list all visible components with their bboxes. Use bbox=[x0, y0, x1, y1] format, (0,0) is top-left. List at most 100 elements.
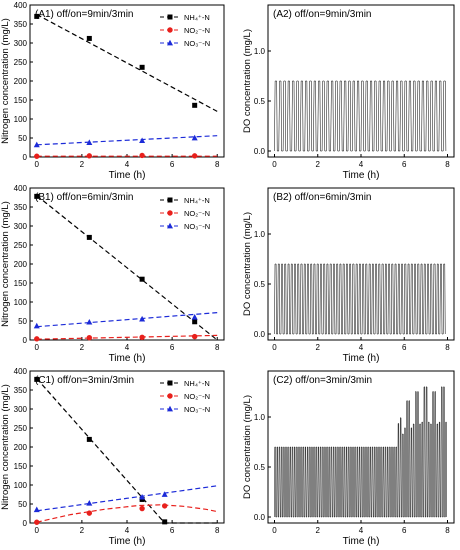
x-tick-label: 2 bbox=[316, 160, 321, 169]
x-axis-label: Time (h) bbox=[343, 536, 380, 547]
y-tick-label: 0 bbox=[23, 336, 28, 345]
y-tick-label: 250 bbox=[14, 424, 28, 433]
x-tick-label: 4 bbox=[359, 526, 364, 535]
data-point-no2-1 bbox=[34, 519, 40, 525]
y-tick-label: 400 bbox=[14, 1, 28, 10]
y-tick-label: 350 bbox=[14, 386, 28, 395]
do-trace bbox=[274, 80, 447, 152]
do-trace bbox=[274, 263, 446, 335]
x-tick-label: 4 bbox=[125, 160, 130, 169]
fit-line-nh4 bbox=[36, 13, 218, 112]
y-tick-label: 1.0 bbox=[254, 413, 266, 422]
x-tick-label: 6 bbox=[402, 160, 407, 169]
x-tick-label: 4 bbox=[359, 160, 364, 169]
data-point-nh4-1 bbox=[34, 193, 40, 199]
x-tick-label: 0 bbox=[35, 343, 40, 352]
x-tick-label: 4 bbox=[125, 343, 130, 352]
x-tick-label: 8 bbox=[215, 160, 220, 169]
y-tick-label: 300 bbox=[14, 39, 28, 48]
y-axis-label: DO concentration (mg/L) bbox=[242, 212, 253, 316]
legend-label-no3: NO₃⁻-N bbox=[184, 39, 210, 48]
data-point-nh4-4 bbox=[192, 102, 198, 108]
series-no2 bbox=[34, 503, 218, 525]
data-point-nh4-2 bbox=[86, 35, 92, 41]
y-tick-label: 50 bbox=[18, 317, 27, 326]
legend-label-nh4: NH₄⁺-N bbox=[184, 13, 210, 22]
legend-marker-nh4 bbox=[167, 380, 173, 386]
y-tick-label: 200 bbox=[14, 260, 28, 269]
x-tick-label: 0 bbox=[272, 526, 277, 535]
y-tick-label: 150 bbox=[14, 279, 28, 288]
data-point-no3-3 bbox=[139, 493, 146, 500]
panel-title: (A2) off/on=9min/3min bbox=[273, 9, 371, 20]
legend-label-no2: NO₂⁻-N bbox=[184, 392, 210, 401]
panel-title: (B2) off/on=6min/3min bbox=[273, 192, 371, 203]
data-point-no3-2 bbox=[86, 500, 93, 506]
y-tick-label: 200 bbox=[14, 443, 28, 452]
y-tick-label: 1.0 bbox=[254, 230, 266, 239]
x-tick-label: 8 bbox=[445, 526, 450, 535]
y-tick-label: 100 bbox=[14, 481, 28, 490]
legend-marker-no3 bbox=[167, 405, 173, 412]
data-point-nh4-1 bbox=[34, 13, 40, 19]
y-tick-label: 350 bbox=[14, 20, 28, 29]
x-tick-label: 8 bbox=[445, 160, 450, 169]
data-point-no3-2 bbox=[86, 139, 93, 145]
y-tick-label: 100 bbox=[14, 298, 28, 307]
legend: NH₄⁺-N NO₂⁻-N NO₃⁻-N bbox=[160, 379, 210, 414]
fit-line-no2 bbox=[36, 334, 218, 340]
x-tick-label: 2 bbox=[80, 160, 85, 169]
y-tick-label: 0 bbox=[23, 519, 28, 528]
y-axis-label: Nitrogen concentration (mg/L) bbox=[0, 18, 11, 144]
data-point-no2-3 bbox=[139, 505, 145, 512]
y-tick-label: 350 bbox=[14, 203, 28, 212]
y-tick-label: 300 bbox=[14, 222, 28, 231]
x-tick-label: 2 bbox=[80, 526, 85, 535]
y-tick-label: 150 bbox=[14, 96, 28, 105]
fit-line-nh4 bbox=[36, 195, 218, 341]
fit-line-no3 bbox=[36, 135, 218, 146]
y-tick-label: 300 bbox=[14, 405, 28, 414]
x-tick-label: 2 bbox=[316, 526, 321, 535]
data-point-no2-4 bbox=[191, 333, 198, 340]
x-tick-label: 0 bbox=[272, 160, 277, 169]
data-point-no2-2 bbox=[86, 335, 93, 341]
y-tick-label: 50 bbox=[18, 134, 27, 143]
series-nh4 bbox=[34, 193, 218, 341]
panel-title: (A1) off/on=9min/3min bbox=[35, 9, 133, 20]
y-tick-label: 200 bbox=[14, 77, 28, 86]
data-point-no3-4 bbox=[161, 491, 168, 497]
x-tick-label: 0 bbox=[35, 526, 40, 535]
series-no3 bbox=[33, 312, 218, 329]
x-tick-label: 8 bbox=[215, 343, 220, 352]
x-axis-label: Time (h) bbox=[343, 170, 380, 181]
data-point-nh4-3 bbox=[139, 276, 145, 282]
y-tick-label: 50 bbox=[18, 500, 27, 509]
panel-title: (C1) off/on=3min/3min bbox=[35, 375, 134, 386]
y-tick-label: 0.0 bbox=[254, 513, 266, 522]
legend-label-no2: NO₂⁻-N bbox=[184, 26, 210, 35]
data-point-no2-3 bbox=[139, 334, 145, 341]
chart-panel-6: 0 2 4 6 8 0.0 0.5 1.0 Time (h) DO concentration (… bbox=[242, 370, 455, 547]
x-tick-label: 2 bbox=[316, 343, 321, 352]
y-tick-label: 0.5 bbox=[254, 97, 266, 106]
data-point-nh4-2 bbox=[86, 234, 92, 240]
fit-line-no2 bbox=[36, 504, 218, 523]
x-tick-label: 4 bbox=[125, 526, 130, 535]
y-tick-label: 100 bbox=[14, 115, 28, 124]
data-point-no3-1 bbox=[33, 322, 40, 329]
legend-marker-nh4 bbox=[167, 197, 173, 203]
data-point-no3-4 bbox=[191, 134, 198, 141]
chart-panel-1: 0 2 4 6 8 0 50 100 150 200 250 300 350 400 Time (h) Nit… bbox=[0, 1, 225, 181]
x-tick-label: 8 bbox=[445, 343, 450, 352]
y-tick-label: 0.5 bbox=[254, 463, 266, 472]
chart-panel-5: 0 2 4 6 8 0 50 100 150 200 250 300 350 400 Time (h) Nit… bbox=[0, 367, 225, 547]
data-point-no2-4 bbox=[161, 503, 168, 509]
x-tick-label: 6 bbox=[402, 343, 407, 352]
y-tick-label: 250 bbox=[14, 241, 28, 250]
fit-line-no3 bbox=[36, 312, 218, 328]
chart-panel-2: 0 2 4 6 8 0.0 0.5 1.0 Time (h) DO concentration (… bbox=[242, 4, 455, 181]
legend-marker-nh4 bbox=[167, 14, 173, 20]
data-point-no2-2 bbox=[86, 153, 93, 159]
series-no3 bbox=[33, 485, 218, 513]
